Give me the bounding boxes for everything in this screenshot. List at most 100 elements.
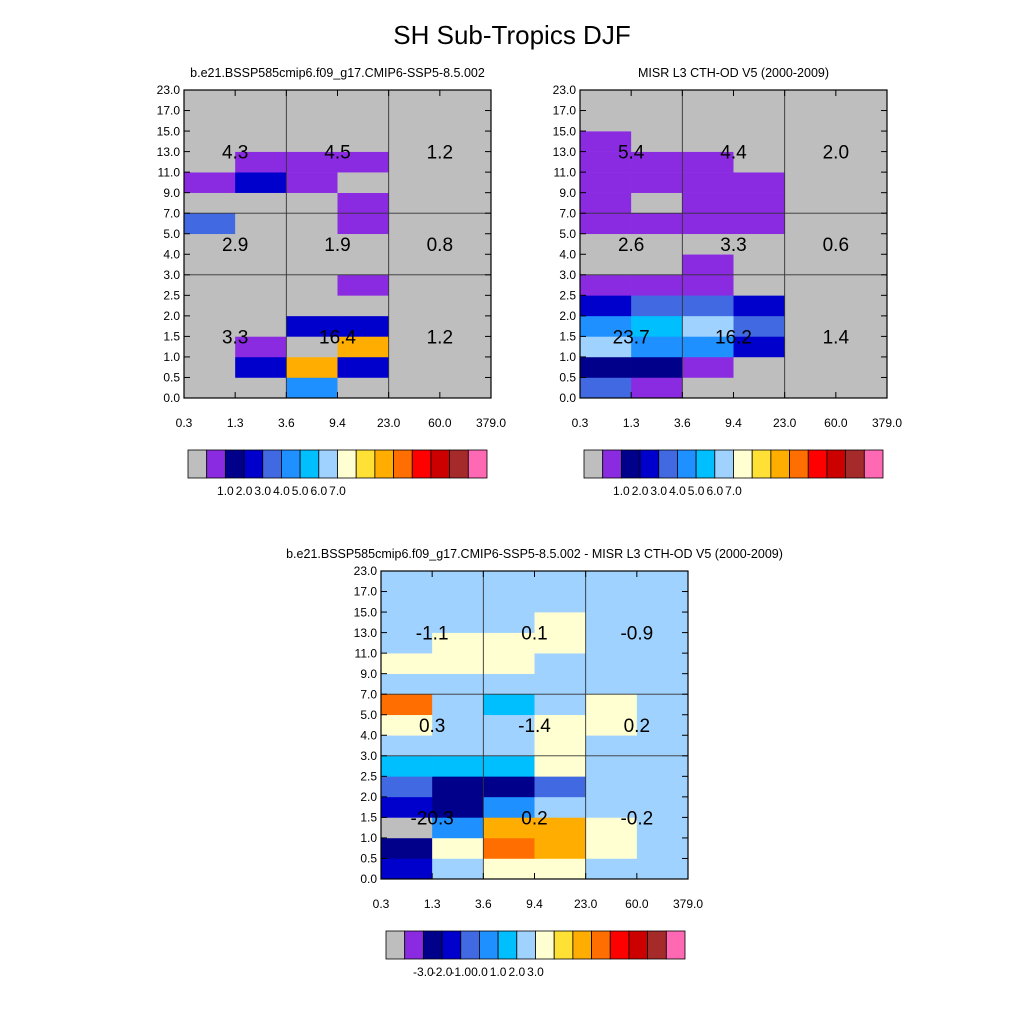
heatmap-cell bbox=[835, 315, 888, 337]
heatmap-cell bbox=[784, 336, 837, 358]
colorbar-swatch bbox=[609, 930, 630, 960]
heatmap-cell bbox=[580, 213, 632, 235]
heatmap-cell bbox=[483, 673, 535, 695]
heatmap-cell bbox=[682, 151, 734, 173]
heatmap-cell bbox=[580, 192, 632, 214]
heatmap-cell bbox=[636, 653, 689, 674]
colorbar-swatch bbox=[647, 930, 667, 960]
box-value: 2.6 bbox=[618, 235, 644, 256]
heatmap-cell bbox=[439, 254, 492, 276]
heatmap-cell bbox=[835, 131, 888, 152]
heatmap-cell bbox=[580, 377, 632, 399]
heatmap-cell bbox=[184, 110, 236, 132]
box-value: 0.1 bbox=[521, 624, 547, 645]
y-tick-label: 17.0 bbox=[553, 104, 577, 118]
x-tick-label: 23.0 bbox=[574, 897, 598, 911]
heatmap-cell bbox=[636, 632, 689, 654]
heatmap-cell bbox=[235, 110, 287, 132]
heatmap-cell bbox=[534, 612, 586, 633]
y-tick-label: 11.0 bbox=[554, 165, 577, 179]
heatmap-cell bbox=[636, 571, 689, 592]
heatmap-cell bbox=[483, 817, 535, 839]
heatmap-cell bbox=[381, 858, 433, 880]
heatmap-cell bbox=[784, 356, 837, 378]
heatmap-cell bbox=[631, 213, 683, 235]
heatmap-cell bbox=[388, 213, 441, 235]
heatmap-cell bbox=[381, 632, 433, 654]
heatmap-cell bbox=[286, 315, 338, 337]
heatmap-cell bbox=[534, 858, 586, 880]
heatmap-cell bbox=[534, 817, 586, 839]
heatmap-cell bbox=[381, 837, 433, 859]
colorbar-swatch bbox=[441, 930, 462, 960]
heatmap-cell bbox=[733, 172, 785, 193]
heatmap-cell bbox=[733, 90, 785, 111]
heatmap-cell bbox=[585, 632, 638, 654]
colorbar-label: -2.0 bbox=[432, 965, 453, 979]
heatmap-cell bbox=[534, 735, 586, 757]
heatmap-cell bbox=[184, 233, 236, 255]
heatmap-cell bbox=[432, 776, 484, 798]
box-value: 4.3 bbox=[222, 143, 248, 164]
x-tick-label: 9.4 bbox=[329, 416, 346, 430]
heatmap-cell bbox=[733, 295, 785, 317]
heatmap-cell bbox=[235, 151, 287, 173]
heatmap-cell bbox=[580, 90, 632, 111]
heatmap-cell bbox=[388, 151, 441, 173]
heatmap-cell bbox=[432, 796, 484, 818]
box-value: 1.2 bbox=[427, 327, 453, 348]
y-tick-label: 2.0 bbox=[559, 309, 576, 323]
heatmap-cell bbox=[733, 315, 785, 337]
heatmap-cell bbox=[733, 110, 785, 132]
heatmap-cell bbox=[585, 837, 638, 859]
y-tick-label: 7.0 bbox=[360, 687, 377, 701]
heatmap-cell bbox=[534, 591, 586, 613]
box-value: 1.4 bbox=[823, 327, 850, 348]
y-tick-label: 0.0 bbox=[360, 872, 377, 886]
y-tick-label: 1.5 bbox=[163, 330, 180, 344]
heatmap-cell bbox=[235, 233, 287, 255]
heatmap-cell bbox=[835, 254, 888, 276]
box-value: -0.2 bbox=[620, 808, 653, 829]
heatmap-cell bbox=[388, 110, 441, 132]
heatmap-cell bbox=[631, 295, 683, 317]
colorbar-label: -1.0 bbox=[450, 965, 471, 979]
heatmap-cell bbox=[585, 796, 638, 818]
heatmap-cell bbox=[432, 714, 484, 736]
heatmap-cell bbox=[286, 377, 338, 399]
colorbar-swatch bbox=[620, 449, 641, 479]
panel-observation: MISR L3 CTH-OD V5 (2000-2009) 0.3 1.3 3.6 9.… bbox=[553, 66, 903, 498]
colorbar-swatch bbox=[639, 449, 660, 479]
y-tick-label: 1.5 bbox=[559, 330, 576, 344]
box-value: 16.4 bbox=[319, 327, 356, 348]
y-tick-label: 0.0 bbox=[163, 391, 180, 405]
x-tick-label: 3.6 bbox=[278, 416, 295, 430]
heatmap-cell bbox=[483, 591, 535, 613]
box-value: 0.2 bbox=[624, 716, 650, 737]
heatmap-cell bbox=[439, 131, 492, 152]
heatmap-cell bbox=[733, 377, 785, 399]
colorbar-swatch bbox=[449, 449, 469, 479]
heatmap-cell bbox=[235, 315, 287, 337]
heatmap-cell bbox=[235, 90, 287, 111]
heatmap-cell bbox=[784, 254, 837, 276]
heatmap-cell bbox=[388, 172, 441, 193]
box-value: 2.9 bbox=[222, 235, 248, 256]
heatmap-cell bbox=[733, 254, 785, 276]
heatmap-cell bbox=[184, 295, 236, 317]
y-tick-label: 3.0 bbox=[559, 268, 576, 282]
heatmap-cell bbox=[184, 377, 236, 399]
heatmap-cell bbox=[381, 755, 433, 777]
colorbar-label: 7.0 bbox=[329, 484, 346, 498]
y-tick-label: 7.0 bbox=[163, 206, 180, 220]
colorbar-swatch bbox=[206, 449, 226, 479]
heatmap-cell bbox=[439, 356, 492, 378]
heatmap-cell bbox=[483, 858, 535, 880]
heatmap-cell bbox=[439, 90, 492, 111]
colorbar-swatch bbox=[337, 449, 357, 479]
heatmap-cell bbox=[381, 714, 433, 736]
y-tick-label: 15.0 bbox=[553, 124, 577, 138]
y-tick-label: 5.0 bbox=[559, 227, 576, 241]
heatmap-cell bbox=[337, 90, 389, 111]
y-tick-label: 13.0 bbox=[354, 626, 378, 640]
